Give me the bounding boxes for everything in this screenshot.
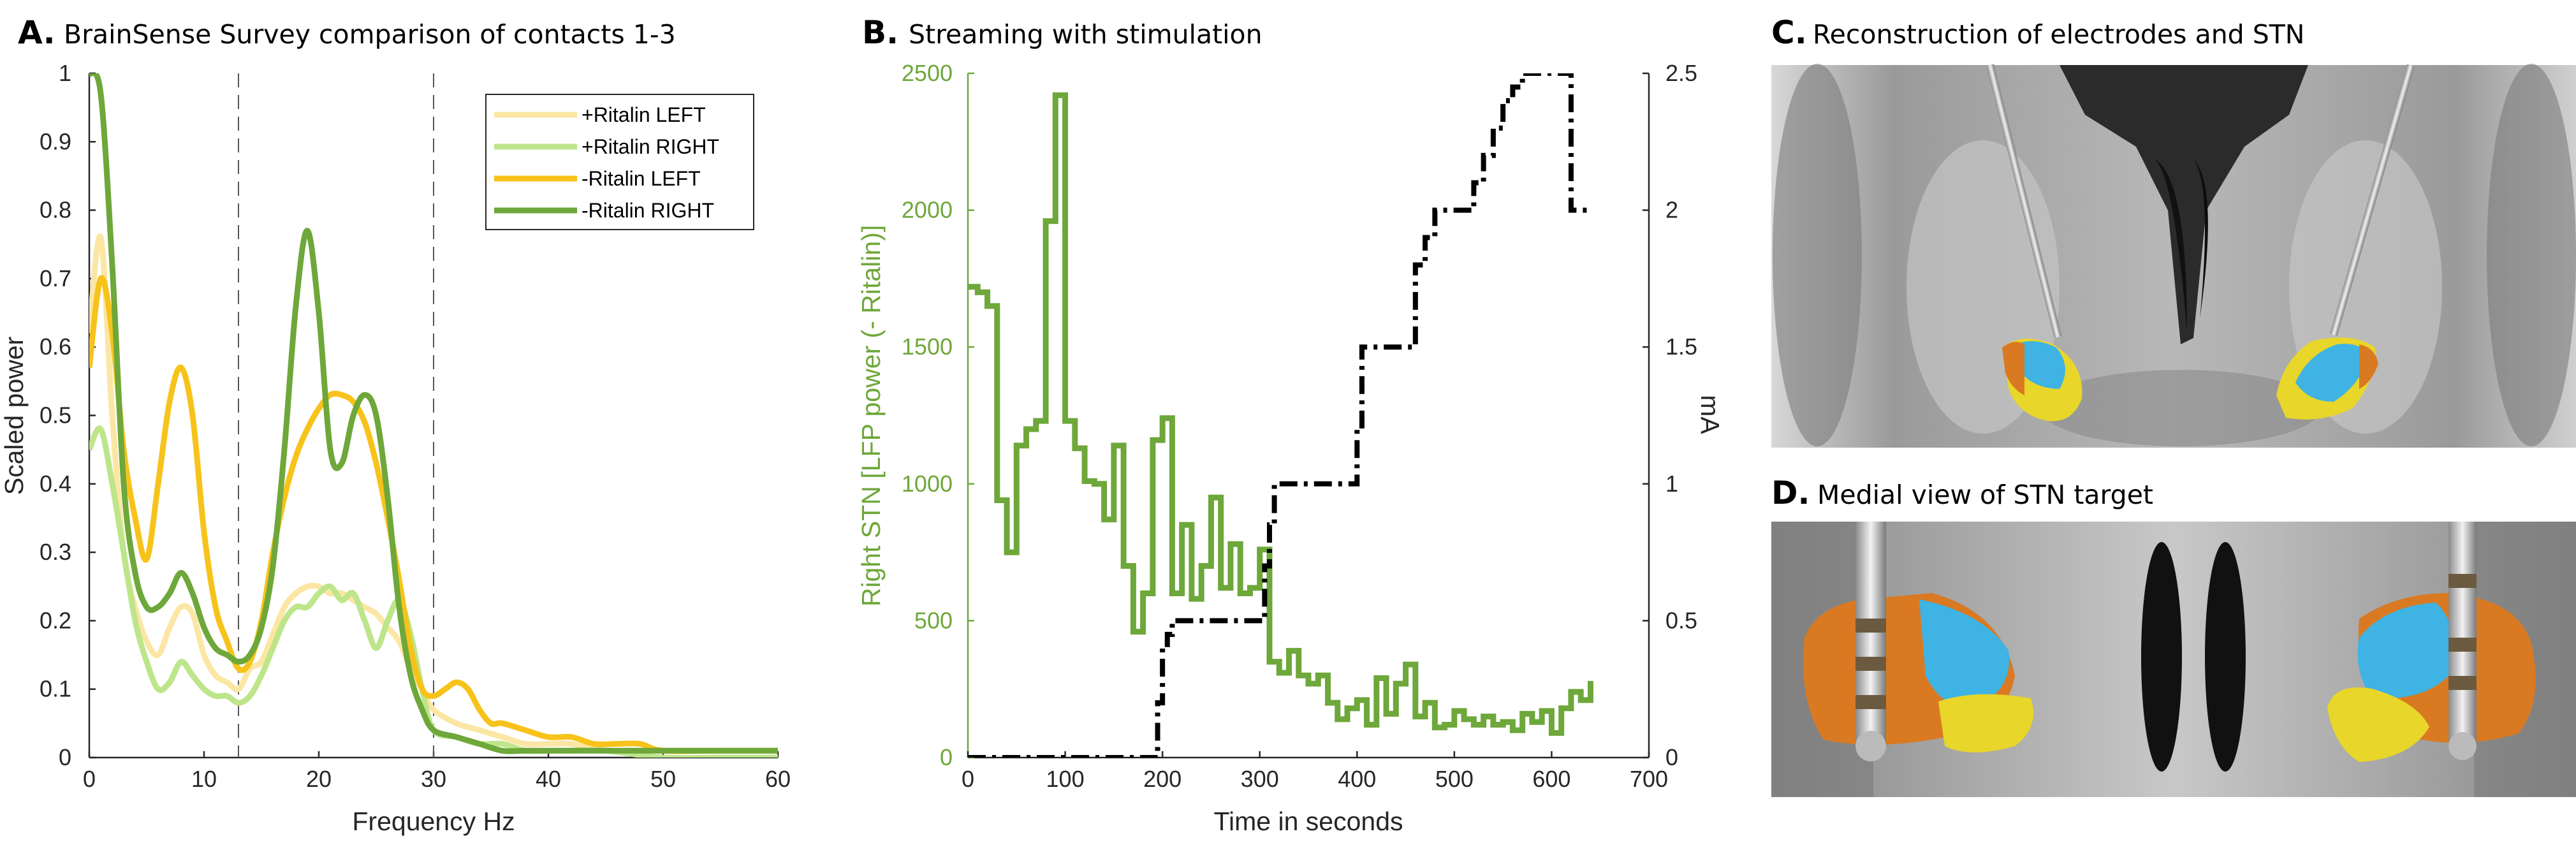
legend-label-plus-left: +Ritalin LEFT xyxy=(582,103,706,126)
panel-a-xtick-label: 40 xyxy=(536,766,561,792)
panel-b-xtick-label: 200 xyxy=(1143,766,1182,792)
panel-d-mri-image xyxy=(1771,522,2576,797)
series-line--ritalin-left xyxy=(89,275,778,754)
panel-b-xtick-label: 100 xyxy=(1046,766,1085,792)
panel-b-xtick-label: 600 xyxy=(1532,766,1570,792)
panel-a-xtick-label: 60 xyxy=(765,766,791,792)
panel-d-letter: D. xyxy=(1771,474,1810,511)
panel-c-letter: C. xyxy=(1771,14,1807,51)
panel-b-series xyxy=(968,73,1593,758)
panel-a-axes: 0 10 20 30 40 50 60 0 0.1 0.2 0.3 0.4 0.5 0.6 0.7 0.8 0.… xyxy=(40,60,791,792)
panel-a-ylabel: Scaled power xyxy=(0,337,29,495)
series-line-lfp-power xyxy=(968,92,1593,736)
panel-c-title: Reconstruction of electrodes and STN xyxy=(1813,19,2304,50)
panel-b-ytick-left-label: 500 xyxy=(914,607,953,633)
panel-d-title: Medial view of STN target xyxy=(1817,480,2153,510)
panel-b-ylabel-right: mA xyxy=(1695,395,1725,434)
panel-b-xtick-label: 400 xyxy=(1338,766,1376,792)
legend-label-minus-left: -Ritalin LEFT xyxy=(582,167,701,190)
panel-b-ytick-left-label: 2000 xyxy=(902,197,953,223)
panel-a-ytick-label: 0.5 xyxy=(40,402,71,429)
panel-b-xlabel: Time in seconds xyxy=(1214,807,1403,836)
panel-a-xtick-label: 30 xyxy=(421,766,446,792)
panel-a-xtick-label: 10 xyxy=(191,766,217,792)
panel-b: B. Streaming with stimulation 0 100 200 300… xyxy=(856,14,1725,836)
series-line-stimulation xyxy=(968,73,1591,758)
panel-b-ytick-left-label: 1500 xyxy=(902,334,953,360)
panel-b-ytick-right-label: 2 xyxy=(1665,197,1678,223)
panel-d: D. Medial view of STN target xyxy=(1771,474,2576,797)
panel-b-xtick-label: 0 xyxy=(962,766,974,792)
panel-b-ytick-left-label: 1000 xyxy=(902,471,953,497)
panel-b-ylabel-left: Right STN [LFP power (- Ritalin)] xyxy=(856,225,886,606)
panel-a-ytick-label: 0.2 xyxy=(40,607,71,633)
panel-b-ytick-left-label: 2500 xyxy=(902,60,953,86)
panel-a-ytick-label: 1 xyxy=(59,60,71,86)
panel-b-xtick-label: 700 xyxy=(1630,766,1668,792)
panel-b-axes: 0 100 200 300 400 500 600 700050010001500200025… xyxy=(902,60,1697,792)
panel-b-ytick-right-label: 1.5 xyxy=(1665,334,1697,360)
panel-a: A. BrainSense Survey comparison of conta… xyxy=(0,14,791,836)
panel-a-legend: +Ritalin LEFT +Ritalin RIGHT -Ritalin LE… xyxy=(485,94,754,230)
legend-label-minus-right: -Ritalin RIGHT xyxy=(582,199,714,222)
panel-b-ytick-right-label: 2.5 xyxy=(1665,60,1697,86)
panel-a-ytick-label: 0.8 xyxy=(40,197,71,223)
panel-a-title: BrainSense Survey comparison of contacts… xyxy=(64,19,676,50)
panel-b-letter: B. xyxy=(862,14,898,51)
panel-a-ytick-label: 0 xyxy=(59,744,71,770)
panel-a-ytick-label: 0.3 xyxy=(40,539,71,565)
series-line--ritalin-right xyxy=(89,73,778,754)
panel-a-ytick-label: 0.4 xyxy=(40,471,71,497)
panel-a-letter: A. xyxy=(18,14,55,51)
panel-b-xtick-label: 300 xyxy=(1241,766,1279,792)
panel-a-xtick-label: 0 xyxy=(83,766,96,792)
panel-a-ytick-label: 0.6 xyxy=(40,334,71,360)
panel-a-ytick-label: 0.7 xyxy=(40,265,71,291)
panel-b-title: Streaming with stimulation xyxy=(909,19,1262,50)
panel-b-ytick-left-label: 0 xyxy=(940,744,953,770)
panel-a-ytick-label: 0.1 xyxy=(40,676,71,702)
panel-b-ytick-right-label: 0.5 xyxy=(1665,607,1697,633)
series-line--ritalin-left xyxy=(89,233,778,754)
panel-a-series xyxy=(89,73,778,758)
panel-a-ytick-label: 0.9 xyxy=(40,128,71,154)
panel-b-xtick-label: 500 xyxy=(1435,766,1474,792)
panel-a-xlabel: Frequency Hz xyxy=(352,807,515,836)
panel-a-xtick-label: 50 xyxy=(650,766,676,792)
panel-b-ytick-right-label: 0 xyxy=(1665,744,1678,770)
panel-c: C. Reconstruction of electrodes and STN xyxy=(1771,14,2576,448)
legend-label-plus-right: +Ritalin RIGHT xyxy=(582,135,719,158)
panel-a-xtick-label: 20 xyxy=(306,766,332,792)
panel-b-ytick-right-label: 1 xyxy=(1665,471,1678,497)
panel-c-mri-image xyxy=(1771,64,2576,448)
